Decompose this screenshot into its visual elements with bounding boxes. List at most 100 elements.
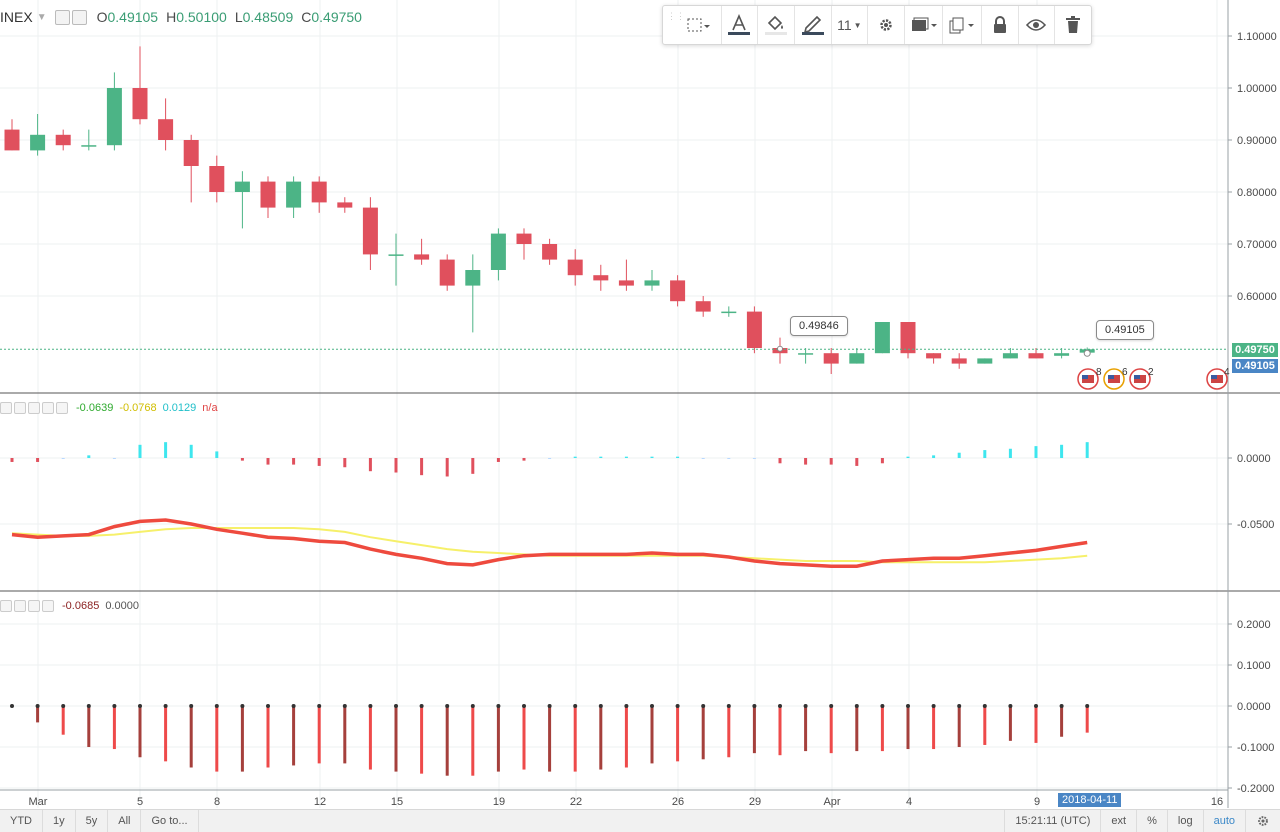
macd-histogram-bar (164, 442, 168, 458)
layers-icon[interactable] (905, 6, 943, 44)
pencil-icon[interactable] (795, 6, 831, 44)
eye-toggle-icon[interactable] (54, 9, 70, 25)
macd-histogram-bar (624, 456, 628, 458)
indicator2-dot (547, 704, 552, 708)
drawing-toolbar: ⋮⋮ 11 ▼ (662, 5, 1092, 45)
range-ytd-button[interactable]: YTD (0, 810, 43, 832)
clone-icon[interactable] (943, 6, 981, 44)
range-1y-button[interactable]: 1y (43, 810, 76, 832)
candle-body (311, 181, 327, 203)
indicator2-bar (215, 706, 219, 772)
lock-icon[interactable] (982, 6, 1018, 44)
auto-button[interactable]: auto (1202, 810, 1245, 832)
bottom-toolbar: YTD 1y 5y All Go to... 15:21:11 (UTC) ex… (0, 809, 1280, 832)
symbol-label[interactable]: INEX (0, 9, 33, 25)
text-icon[interactable] (722, 6, 758, 44)
settings-small-icon[interactable] (14, 600, 26, 612)
area-select-icon[interactable] (677, 6, 721, 44)
candle-body (465, 270, 481, 286)
macd-histogram-bar (855, 458, 859, 466)
price-callout-right[interactable]: 0.49105 (1096, 320, 1154, 340)
indicator2-dot (189, 704, 194, 708)
macd-histogram-bar (752, 458, 756, 459)
candle-body (977, 358, 993, 364)
indicator2-dot (650, 704, 654, 708)
eye-icon[interactable] (1019, 6, 1055, 44)
candle-body (439, 259, 455, 286)
price-axis-label: 0.80000 (1237, 187, 1277, 199)
goto-button[interactable]: Go to... (141, 810, 199, 832)
price-callout-left[interactable]: 0.49846 (790, 316, 848, 336)
close-icon[interactable] (56, 402, 68, 414)
settings-small-icon[interactable] (71, 9, 87, 25)
candle-body (644, 280, 660, 286)
low-value: 0.48509 (242, 9, 294, 25)
macd-line (11, 518, 1088, 568)
candle-body (30, 134, 46, 151)
indicator2-bar (138, 706, 142, 758)
macd-histogram-bar (599, 456, 603, 458)
indicator2-dot (368, 704, 373, 708)
indicator2-axis-label: 0.0000 (1237, 701, 1271, 713)
event-badge[interactable]: 8 (1077, 367, 1102, 390)
percent-label: % (1147, 815, 1157, 827)
indicator2-bar (240, 706, 244, 772)
log-button[interactable]: log (1166, 810, 1203, 832)
drag-handle-icon[interactable]: ⋮⋮ (667, 11, 685, 21)
range-all-button[interactable]: All (108, 810, 142, 832)
event-badge[interactable]: 6 (1103, 367, 1128, 390)
macd-value-3: 0.0129 (162, 402, 197, 414)
indicator2-dot (1034, 704, 1038, 708)
format-icon[interactable] (28, 402, 40, 414)
candle-body (1054, 353, 1070, 356)
indicator2-bar (36, 706, 40, 723)
date-axis-label: 22 (570, 796, 582, 808)
date-axis-label: 8 (214, 796, 220, 808)
eye-toggle-icon[interactable] (0, 402, 12, 414)
indicator2-bar (676, 706, 680, 762)
indicator2-axis-label: -0.2000 (1237, 783, 1274, 795)
indicator2-dot (112, 704, 117, 708)
indicator2-bar (778, 706, 782, 756)
utc-time[interactable]: 15:21:11 (UTC) (1004, 810, 1100, 832)
chevron-down-icon[interactable]: ▼ (36, 11, 47, 23)
indicator2-dot (957, 704, 962, 708)
indicator2-dot (214, 704, 219, 708)
date-axis-label: 16 (1211, 796, 1223, 808)
settings-small-icon[interactable] (14, 402, 26, 414)
settings-icon[interactable] (868, 6, 904, 44)
gear-icon[interactable] (1245, 810, 1280, 832)
log-label: log (1177, 815, 1193, 827)
indicator2-dot (573, 704, 578, 708)
eye-toggle-icon[interactable] (0, 600, 12, 612)
indicator2-bar (701, 706, 705, 760)
axes: 1.10000 1.00000 0.90000 0.80000 0.70000 0.600… (0, 0, 1280, 808)
macd-histogram-bar (317, 458, 321, 466)
date-axis-label: Apr (823, 796, 840, 808)
fill-bucket-icon[interactable] (758, 6, 794, 44)
macd-pane (10, 442, 1089, 568)
indicator2-bar (445, 706, 449, 776)
indicator2-axis-label: -0.1000 (1237, 742, 1274, 754)
indicator2-dot (880, 704, 885, 708)
macd-histogram-bar (983, 450, 987, 458)
format-icon[interactable] (28, 600, 40, 612)
event-badge[interactable]: 2 (1129, 367, 1154, 390)
auto-label: auto (1213, 815, 1235, 827)
ext-label: ext (1111, 815, 1127, 827)
marker-dot (1083, 349, 1091, 357)
plus-icon[interactable] (42, 402, 54, 414)
candle-body (567, 259, 583, 276)
candle-body (158, 119, 174, 140)
high-value: 0.50100 (176, 9, 227, 25)
close-icon[interactable] (42, 600, 54, 612)
candle-body (900, 322, 916, 354)
event-badge[interactable]: 4 (1206, 367, 1230, 390)
macd-histogram-bar (266, 458, 270, 465)
percent-button[interactable]: % (1136, 810, 1167, 832)
candle-body (798, 353, 814, 355)
font-size-select[interactable]: 11 ▼ (831, 6, 867, 44)
ext-button[interactable]: ext (1100, 810, 1136, 832)
trash-icon[interactable] (1055, 6, 1091, 44)
range-5y-button[interactable]: 5y (76, 810, 109, 832)
